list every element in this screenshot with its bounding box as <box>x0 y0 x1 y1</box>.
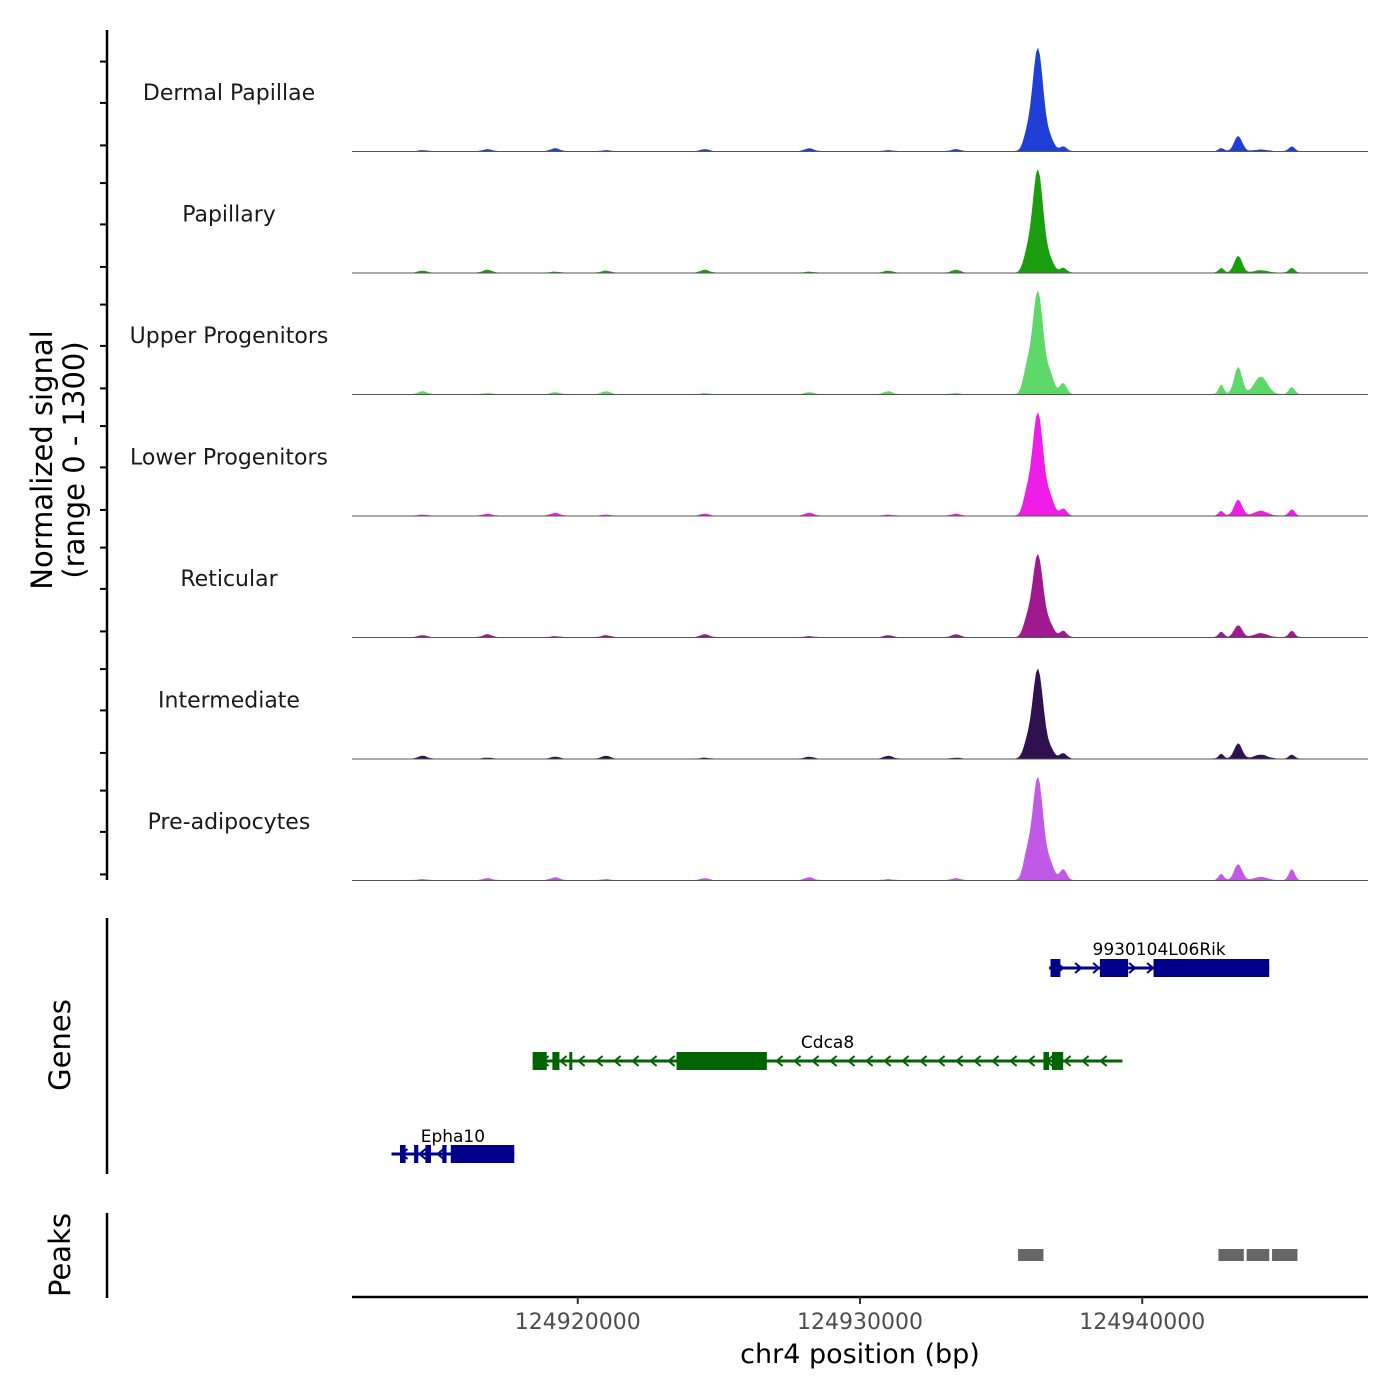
gene-exon <box>1051 1052 1064 1070</box>
strand-arrow <box>577 1055 586 1067</box>
track-label: Lower Progenitors <box>130 446 328 471</box>
gene-exon <box>414 1145 419 1163</box>
gene-annotation-track: 9930104L06Rik Cdca8 Epha10 <box>391 940 1270 1163</box>
strand-arrow <box>631 1055 640 1067</box>
strand-arrow <box>595 1055 604 1067</box>
peaks-ylabel: Peaks <box>43 1213 77 1297</box>
signal-area <box>352 169 1368 273</box>
strand-arrow <box>649 1055 658 1067</box>
strand-arrow <box>1099 1055 1108 1067</box>
gene-exon <box>450 1145 515 1163</box>
track-label: Papillary <box>182 203 276 228</box>
peak-region <box>1272 1249 1298 1261</box>
gene-label: Epha10 <box>421 1127 485 1147</box>
signal-area <box>352 553 1368 638</box>
gene-model: Cdca8 <box>532 1033 1123 1070</box>
gene-exon <box>532 1052 547 1070</box>
x-tick-label: 124920000 <box>515 1310 641 1335</box>
x-tick-label: 124930000 <box>797 1310 923 1335</box>
strand-arrow <box>435 1148 445 1160</box>
gene-exon <box>399 1145 406 1163</box>
strand-arrow <box>1074 962 1083 974</box>
strand-arrow <box>775 1055 784 1067</box>
coverage-track: Lower Progenitors <box>130 412 1368 517</box>
gene-label: Cdca8 <box>801 1033 854 1053</box>
gene-exon <box>552 1052 560 1070</box>
strand-arrow <box>847 1055 856 1067</box>
strand-arrow <box>613 1055 622 1067</box>
peaks-track <box>1018 1249 1298 1261</box>
strand-arrow <box>1128 962 1137 974</box>
strand-arrow <box>865 1055 874 1067</box>
strand-arrow <box>417 1148 427 1160</box>
strand-arrow <box>955 1055 964 1067</box>
strand-arrow <box>919 1055 928 1067</box>
x-tick-label: 124940000 <box>1079 1310 1205 1335</box>
gene-exon <box>676 1052 767 1070</box>
strand-arrow <box>1146 962 1155 974</box>
peak-region <box>1246 1249 1270 1261</box>
signal-area <box>352 776 1368 881</box>
gene-exon <box>425 1145 432 1163</box>
gene-model: 9930104L06Rik <box>1049 940 1270 977</box>
gene-exon <box>1153 959 1270 977</box>
x-axis-label: chr4 position (bp) <box>740 1339 980 1370</box>
strand-arrow <box>991 1055 1000 1067</box>
strand-arrow <box>667 1055 676 1067</box>
coverage-track: Dermal Papillae <box>143 47 1368 152</box>
coverage-track: Pre-adipocytes <box>148 776 1368 881</box>
genes-ylabel: Genes <box>43 999 77 1091</box>
signal-area <box>352 47 1368 152</box>
coverage-tracks: Dermal Papillae Papillary Upper Progenitor… <box>130 47 1368 881</box>
gene-label: 9930104L06Rik <box>1093 940 1226 960</box>
gene-exon <box>442 1145 447 1163</box>
gene-exon <box>569 1052 573 1070</box>
strand-arrow <box>793 1055 802 1067</box>
signal-area <box>352 668 1368 759</box>
axes: 124920000 124930000 124940000 <box>100 30 1368 1335</box>
strand-arrow <box>973 1055 982 1067</box>
track-label: Pre-adipocytes <box>148 810 311 835</box>
track-label: Reticular <box>180 567 278 592</box>
peak-region <box>1018 1249 1044 1261</box>
gene-exon <box>1099 959 1129 977</box>
strand-arrow <box>1027 1055 1036 1067</box>
track-label: Upper Progenitors <box>130 324 329 349</box>
gene-exon <box>1043 1052 1050 1070</box>
coverage-track: Intermediate <box>158 668 1368 760</box>
coverage-track: Upper Progenitors <box>130 290 1368 395</box>
coverage-track: Reticular <box>180 553 1368 638</box>
strand-arrow <box>883 1055 892 1067</box>
strand-arrow <box>901 1055 910 1067</box>
peak-region <box>1218 1249 1244 1261</box>
gene-exon <box>1050 959 1061 977</box>
strand-arrow <box>1081 1055 1090 1067</box>
strand-arrow <box>1063 1055 1072 1067</box>
strand-arrow <box>829 1055 838 1067</box>
strand-arrow <box>811 1055 820 1067</box>
coverage-ylabel-line1: Normalized signal <box>25 330 59 589</box>
strand-arrow <box>1009 1055 1018 1067</box>
coverage-ylabel-line2: (range 0 - 1300) <box>57 341 91 578</box>
gene-model: Epha10 <box>391 1127 515 1163</box>
track-label: Dermal Papillae <box>143 81 315 106</box>
coverage-track: Papillary <box>182 169 1368 274</box>
signal-area <box>352 290 1368 395</box>
strand-arrow <box>1092 962 1101 974</box>
signal-area <box>352 412 1368 516</box>
track-label: Intermediate <box>158 689 300 714</box>
strand-arrow <box>559 1055 568 1067</box>
strand-arrow <box>937 1055 946 1067</box>
